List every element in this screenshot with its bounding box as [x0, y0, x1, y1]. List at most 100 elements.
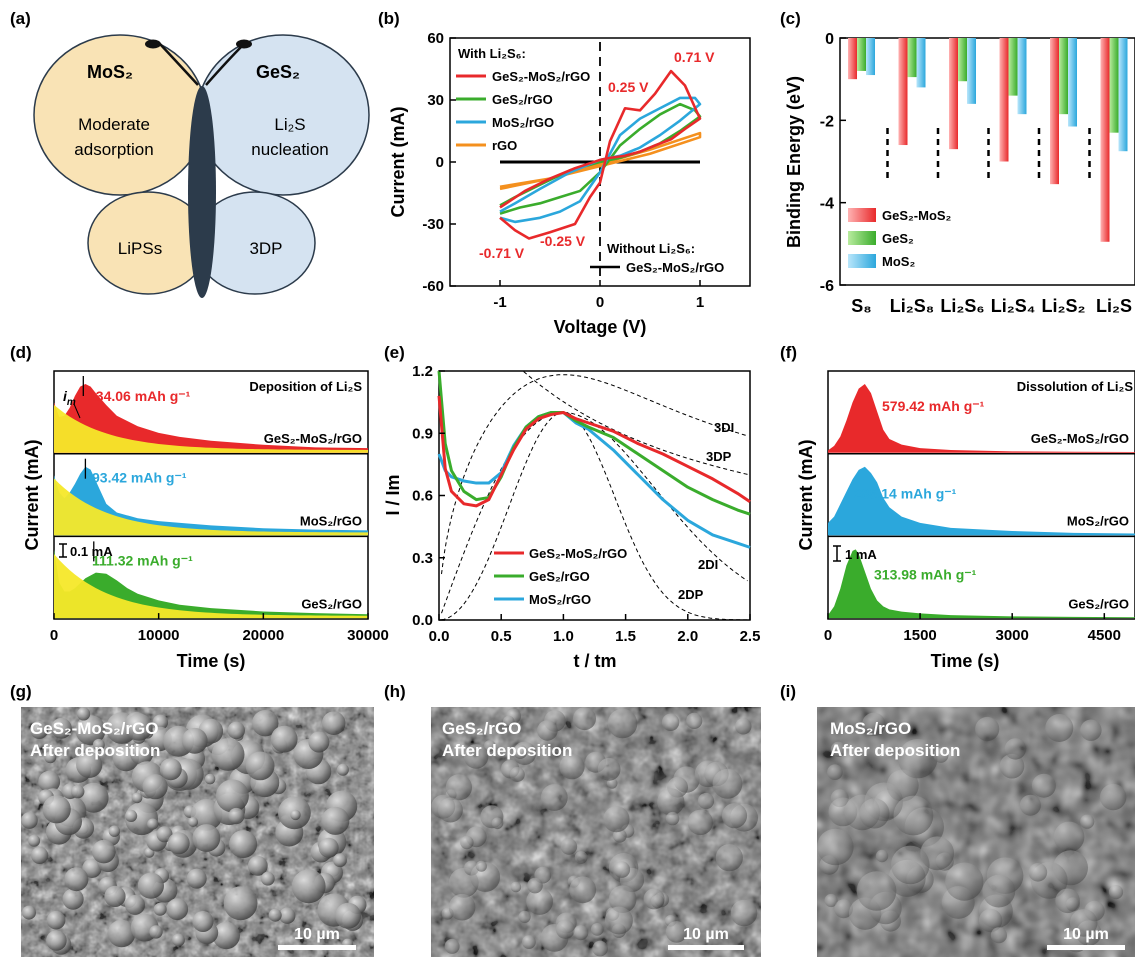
sem-particle [590, 923, 604, 936]
tr-model-curve-3dp [523, 371, 748, 475]
tr-model-2di: 2DI [698, 557, 718, 572]
dis-area-ges2-mos2-rgo [828, 384, 1135, 453]
sem-particle [215, 779, 249, 813]
tr-axis-ticks: 0.0 0.5 1.0 1.5 2.0 2.5 0.0 0.3 0.6 0.9 1.2 [412, 363, 760, 645]
sem-particle [156, 826, 173, 843]
be-bars: S₈ Li₂S₈ Li₂S₆ Li₂S₄ Li₂S₂ Li₂S [848, 38, 1132, 316]
dep-area-ges2-mos2-rgo [54, 384, 368, 453]
sem-particle [730, 899, 758, 927]
tr-model-curve-3di [441, 374, 748, 575]
sem-particle [142, 774, 168, 800]
be-bar-li2s4-ges2-mos2 [999, 38, 1009, 162]
tr-model-2dp: 2DP [678, 587, 704, 602]
dep-x-label: Time (s) [177, 651, 246, 671]
sem-particle [125, 713, 153, 741]
sem-particle [22, 905, 36, 920]
antenna-tip-right [236, 39, 252, 49]
sem-particle [51, 717, 72, 739]
dep-name-mos2-rgo: MoS₂/rGO [300, 514, 362, 529]
sem-particle [252, 710, 279, 737]
sem-particle [64, 867, 89, 892]
sem-particle [212, 921, 240, 950]
sem-particle [159, 758, 182, 781]
sem-particle [603, 806, 630, 833]
sem-particle [290, 809, 301, 821]
sem-particle [137, 872, 164, 899]
tr-ytick-label-0-9: 0.9 [412, 425, 433, 442]
be-category-li2s8: Li₂S₈ [890, 296, 934, 316]
tr-ytick-label-1-2: 1.2 [412, 363, 433, 380]
sem-particle [475, 860, 487, 872]
sem-particle [321, 711, 346, 735]
panel-label-d: (d) [10, 343, 32, 362]
tr-legend-label-mos2-rgo: MoS₂/rGO [529, 592, 591, 607]
dis-name-ges2-rgo: GeS₂/rGO [1068, 596, 1129, 611]
be-bar-li2s6-ges2 [958, 38, 967, 82]
dis-subplots: 579.42 mAh g⁻¹ GeS₂-MoS₂/rGO 285.14 mAh g⁻… [828, 384, 1135, 619]
sem-particle [125, 809, 138, 823]
sem-particle [518, 910, 531, 924]
antenna-left [159, 43, 199, 86]
sem-particle [522, 935, 536, 949]
label-nucleation: nucleation [251, 140, 329, 159]
dep-fit-mos2-rgo [54, 478, 368, 536]
tr-ytick-label-0-3: 0.3 [412, 550, 433, 567]
butterfly-diagram: MoS₂ GeS₂ Moderate adsorption Li₂S nucle… [33, 34, 370, 298]
cv-xtick-label-1: 1 [696, 294, 704, 311]
be-bar-li2s2-ges2 [1059, 38, 1068, 115]
sem-particle [28, 834, 41, 847]
dep-name-ges2-mos2-rgo: GeS₂-MoS₂/rGO [264, 431, 362, 446]
dep-im-letter: i [63, 388, 68, 404]
sem-particle [560, 838, 578, 855]
cv-legend-label-ges2-mos2-rgo: GeS₂-MoS₂/rGO [492, 69, 590, 84]
sem-particle [721, 803, 748, 829]
cv-annot-neg025: -0.25 V [540, 233, 586, 249]
sem-particle [153, 902, 167, 916]
sem-particle [125, 894, 145, 915]
sem-particle [859, 798, 890, 829]
be-bar-s8-ges2 [857, 38, 866, 71]
sem-h-scalebar-label: 10 µm [683, 926, 729, 943]
sem-particle [245, 751, 275, 781]
dep-im-sub: m [67, 397, 76, 408]
sem-particle [260, 871, 275, 886]
be-category-li2s2: Li₂S₂ [1042, 296, 1086, 316]
sem-particle [92, 738, 105, 751]
dis-axis-ticks: 0 1500 3000 4500 [824, 613, 1121, 644]
butterfly-body [188, 86, 216, 298]
sem-particle [1019, 794, 1041, 816]
sem-i-scalebar-label: 10 µm [1063, 926, 1109, 943]
be-bar-li2s-ges2 [1109, 38, 1119, 133]
dis-y-label: Current (mA) [796, 439, 816, 550]
panel-label-i: (i) [780, 682, 796, 701]
dep-xtick-label-30000: 30000 [347, 627, 389, 644]
sem-g-title: GeS₂-MoS₂/rGO [30, 719, 158, 738]
be-legend-label-ges2: GeS₂ [882, 231, 914, 246]
sem-particle [1080, 719, 1102, 741]
sem-particle [30, 721, 49, 739]
sem-particle [715, 844, 743, 872]
label-li2s: Li₂S [274, 115, 305, 134]
cv-xtick-label-0: 0 [596, 294, 604, 311]
sem-particle [30, 846, 49, 865]
antenna-tip-left [145, 39, 161, 49]
sem-particle [555, 919, 575, 939]
sem-particle [875, 849, 889, 863]
sem-particle [592, 940, 608, 957]
sem-particle [735, 718, 752, 735]
dis-xtick-label-4500: 4500 [1088, 627, 1121, 644]
sem-particle [318, 837, 339, 858]
sem-particle [999, 753, 1025, 779]
sem-particle [336, 763, 349, 776]
sem-particle [131, 792, 143, 804]
sem-particle [108, 825, 121, 837]
dis-name-mos2-rgo: MoS₂/rGO [1067, 514, 1129, 529]
sem-particle [484, 740, 496, 752]
sem-particle [509, 767, 525, 782]
be-bar-li2s8-ges2 [907, 38, 917, 78]
cv-ytick-label-30: 30 [427, 92, 444, 109]
label-ges2: GeS₂ [256, 62, 300, 82]
panel-label-h: (h) [384, 682, 406, 701]
cv-ytick-label-30: -30 [422, 216, 444, 233]
sem-particle [192, 824, 221, 852]
